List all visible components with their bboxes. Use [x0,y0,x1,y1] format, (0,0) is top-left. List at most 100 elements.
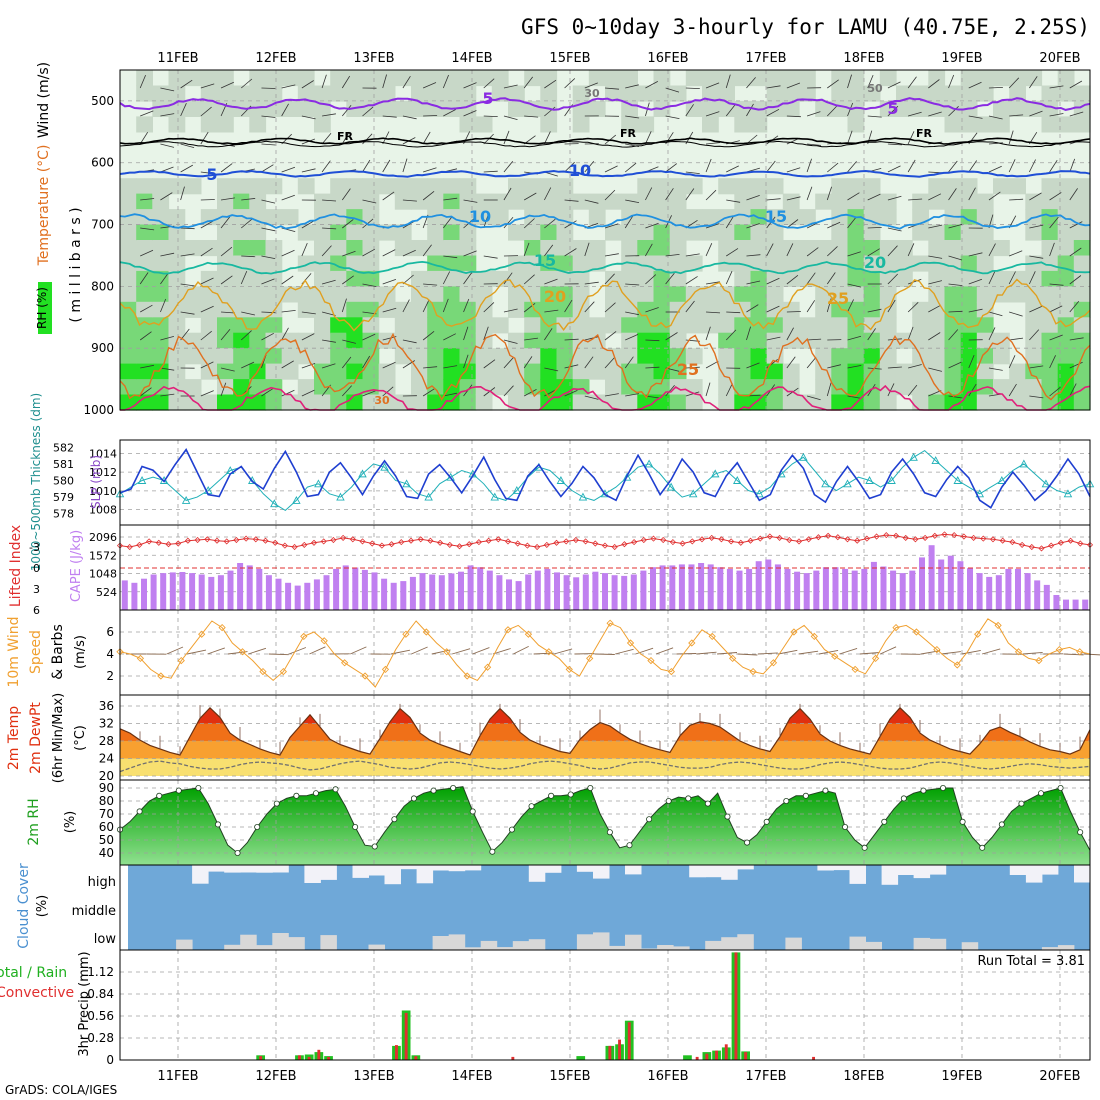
rh-cell [750,193,768,210]
cape-bar [189,573,196,610]
rh-legend-swatch [38,282,52,334]
rh-cell [605,301,622,318]
rh-cell [508,224,525,241]
wind-barb [604,393,619,397]
rh-cell [960,240,978,257]
wind-barb [160,298,167,313]
rh-point [1018,800,1025,807]
wind-speed-point [136,654,145,663]
wind-barb [301,168,316,173]
wind-barb [988,165,1002,173]
rh-cell [863,286,881,303]
cape-bar [131,582,138,610]
rh-cell [1041,286,1059,303]
wind-barb [422,299,430,313]
wind-barb [423,283,438,286]
wind-barb [288,647,307,655]
cape-bar [179,572,186,610]
wind-barb [240,330,252,341]
rh-cell [944,224,962,241]
wind-speed-point [198,630,206,638]
rh-cell [928,332,946,349]
temperature-contour [119,332,1091,402]
rh-cell [815,394,832,411]
rh-cell [750,394,768,411]
rh-cell [702,301,719,318]
wind-barb [1029,329,1040,341]
rh-cell [152,394,170,411]
rh-cell [669,209,687,226]
wind-barb [847,299,854,313]
rh-cell [605,224,622,241]
wind-barb [200,305,214,313]
wind-barb [523,242,530,257]
lifted-index-point [563,538,570,545]
rh-cell [120,379,137,396]
cloud-low-patch [657,945,674,950]
wind-barb [1049,283,1064,286]
rh-cell [960,394,978,411]
rh-cell [766,70,784,87]
wind-barb [887,143,902,146]
axis-title: Wind (m/s) [36,62,52,138]
wind-barb [665,87,680,93]
cape-bar [832,567,839,610]
temp-band [120,741,1090,759]
rh-cell [411,100,428,117]
wind-barb [827,221,841,229]
rh-cell [863,348,881,365]
cloud-high-gap [849,865,866,884]
rh-cell [912,394,929,411]
rh-cell [281,394,299,411]
temp-tick-label: 24 [99,752,114,766]
rh-cell [1041,209,1059,226]
rh-cell [993,394,1010,411]
rh-cell [508,286,525,303]
wind-barb [604,273,615,285]
contour-label: 20 [544,287,566,306]
rh-cell [411,394,428,411]
rh-cell [572,394,590,411]
wind-barb [584,395,599,400]
rh-cell [1041,224,1059,241]
rh-cell [928,240,946,257]
axis-title: 3hr Precip (mm) [77,951,92,1056]
wind-speed-point [300,632,308,641]
wind-barb [463,298,470,313]
wind-barb [341,298,347,313]
cape-bar [554,572,560,610]
top-date-label: 17FEB [745,51,786,66]
wind-barb [443,333,456,341]
rh-cell [136,178,153,195]
rh-cell [734,317,752,334]
rh-cell [799,270,816,287]
wind-barb [443,109,456,117]
rh-cell [879,332,897,349]
cape-bar [1034,580,1041,610]
rh-cell [766,224,784,241]
lifted-index-point [204,536,211,543]
wind-barb [746,103,754,117]
rh-cell [1073,394,1091,411]
rh-cell [411,379,428,396]
wind-barb [463,326,469,341]
precip-convective-bar [414,1056,418,1060]
cape-bar [198,574,205,610]
cape-tick-label: 524 [96,586,117,599]
wind-barb [1069,275,1082,285]
rh-cell [815,332,832,349]
rh-cell [1073,332,1091,349]
cloud-high-gap [304,865,321,883]
temperature-contour [119,278,1091,332]
upper-panel-frame [119,69,1091,411]
rh-cell [928,224,946,241]
thickness-point [887,476,896,484]
wind-barb [200,83,215,89]
cloud-high-gap [593,865,610,879]
wind-barb [422,131,431,145]
thickness-point [402,479,411,488]
rh-cell [152,240,170,257]
wind-barb [564,161,575,173]
lifted-index-point [155,539,162,546]
